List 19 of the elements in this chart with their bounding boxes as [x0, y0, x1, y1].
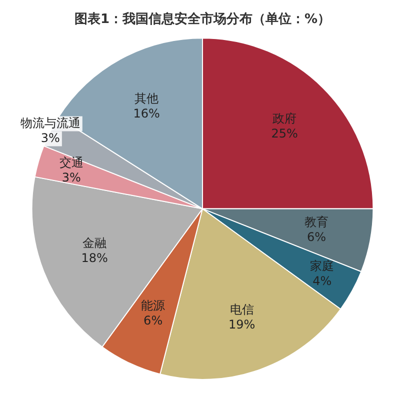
data-label: 16% — [133, 106, 160, 121]
data-label: 6% — [144, 313, 163, 328]
slice-label: 物流与流通 — [20, 116, 80, 130]
slice-label: 交通 — [59, 155, 84, 170]
slice-label: 电信 — [230, 302, 254, 317]
data-label: 4% — [312, 274, 332, 288]
data-label: 25% — [271, 126, 298, 140]
data-label: 3% — [40, 130, 60, 145]
data-label: 6% — [306, 230, 326, 244]
data-label: 3% — [62, 170, 81, 184]
slice-label: 能源 — [141, 298, 166, 312]
data-label: 19% — [228, 318, 256, 332]
slice-label: 教育 — [304, 215, 329, 230]
slice-label: 家庭 — [310, 259, 334, 274]
chart-title: 图表1：我国信息安全市场分布（单位：%） — [74, 11, 331, 28]
slice-label: 金融 — [82, 236, 107, 250]
slice-label: 其他 — [134, 92, 159, 106]
slice-label: 政府 — [272, 111, 297, 126]
data-label: 18% — [81, 251, 108, 266]
